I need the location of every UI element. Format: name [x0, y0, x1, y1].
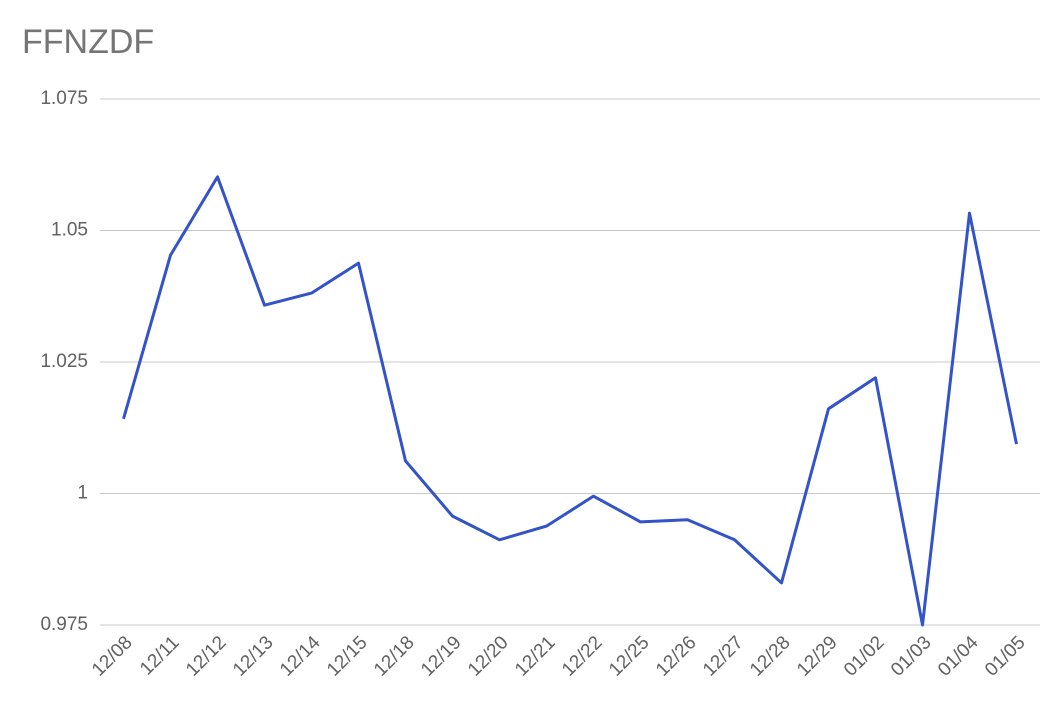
x-tick-label: 12/20 — [464, 632, 512, 680]
x-tick-label: 12/12 — [182, 632, 230, 680]
x-tick-label: 01/03 — [887, 632, 935, 680]
x-tick-label: 12/15 — [323, 632, 371, 680]
x-tick-label: 01/05 — [981, 632, 1029, 680]
x-tick-label: 12/28 — [746, 632, 794, 680]
x-tick-label: 12/25 — [605, 632, 653, 680]
x-tick-label: 12/19 — [417, 632, 465, 680]
x-tick-label: 12/18 — [370, 632, 418, 680]
x-tick-label: 12/26 — [652, 632, 700, 680]
y-tick-label: 1.05 — [51, 220, 88, 241]
x-tick-label: 12/27 — [699, 632, 747, 680]
chart-title: FFNZDF — [22, 23, 154, 61]
x-tick-label: 12/21 — [511, 632, 559, 680]
x-tick-label: 12/14 — [276, 632, 325, 681]
y-tick-label: 0.975 — [40, 614, 88, 635]
x-tick-label: 12/08 — [88, 632, 136, 680]
y-tick-label: 1.075 — [40, 88, 88, 109]
x-tick-label: 12/29 — [793, 632, 841, 680]
x-tick-label: 12/11 — [136, 632, 183, 679]
y-tick-label: 1.025 — [40, 351, 88, 372]
x-tick-label: 01/02 — [840, 632, 888, 680]
x-tick-label: 01/04 — [934, 632, 983, 681]
y-tick-label: 1 — [77, 483, 88, 504]
x-tick-label: 12/13 — [229, 632, 277, 680]
line-series — [122, 175, 1018, 627]
x-tick-label: 12/22 — [558, 632, 606, 680]
